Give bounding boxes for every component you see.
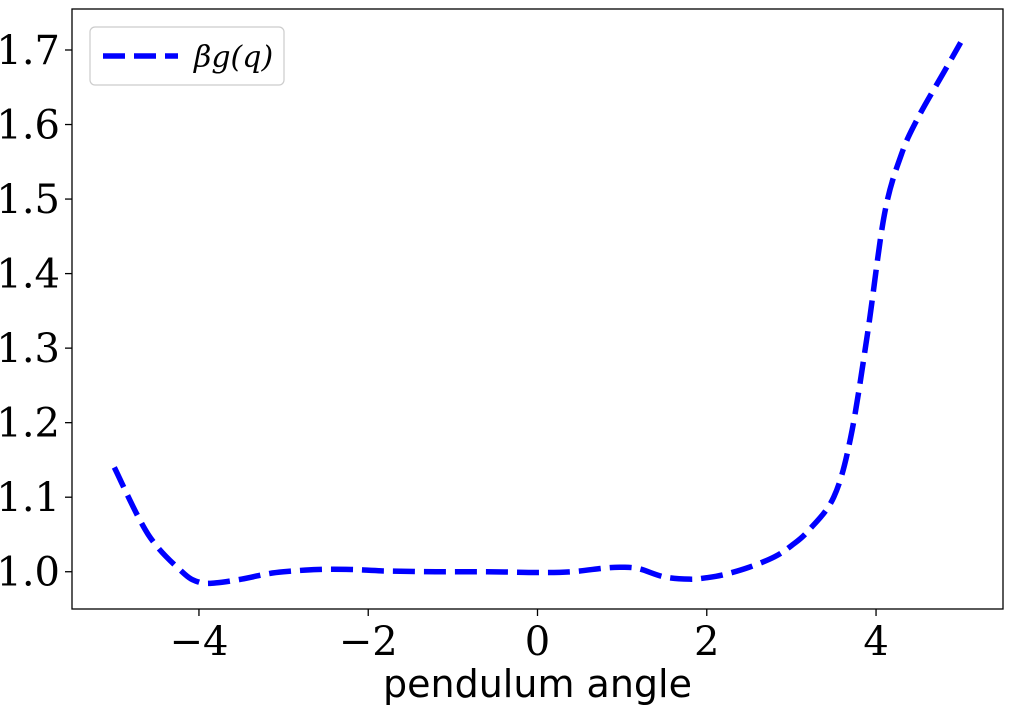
x-tick-label: 2 bbox=[694, 619, 719, 665]
y-tick-label: 1.1 bbox=[0, 475, 60, 521]
y-tick-label: 1.6 bbox=[0, 103, 60, 149]
y-tick-label: 1.2 bbox=[0, 401, 60, 447]
series-line-0 bbox=[111, 41, 964, 587]
x-tick-label: −2 bbox=[339, 619, 398, 665]
y-tick-label: 1.5 bbox=[0, 177, 60, 223]
y-tick-label: 1.4 bbox=[0, 252, 60, 298]
legend-entry-label: βg(q) bbox=[193, 40, 273, 75]
x-tick-label: 4 bbox=[863, 619, 888, 665]
y-tick-label: 1.7 bbox=[0, 28, 60, 74]
legend: βg(q) bbox=[89, 26, 285, 86]
y-tick-label: 1.0 bbox=[0, 550, 60, 596]
y-axis: 1.0 1.1 1.2 1.3 1.4 1.5 1.6 1.7 bbox=[0, 28, 72, 596]
legend-box bbox=[89, 26, 285, 86]
x-axis-label: pendulum angle bbox=[383, 662, 692, 706]
x-tick-label: 0 bbox=[525, 619, 550, 665]
x-tick-label: −4 bbox=[169, 619, 228, 665]
plot-frame bbox=[71, 8, 1004, 610]
y-tick-label: 1.3 bbox=[0, 326, 60, 372]
x-axis: −4 −2 0 2 4 bbox=[169, 609, 889, 665]
